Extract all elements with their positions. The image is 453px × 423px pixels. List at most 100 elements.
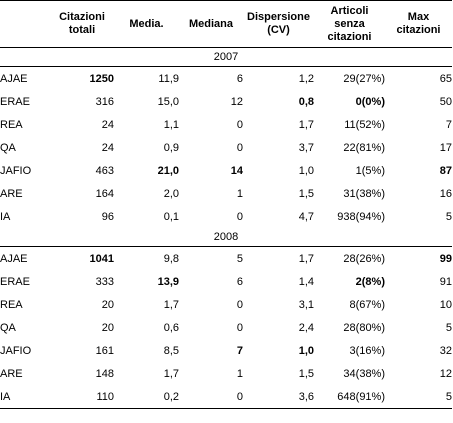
cell-max-citations: 91 [439,275,452,288]
cell-max-citations: 5 [445,210,452,223]
table-row: AJAE 1250 11,9 6 1,2 29(27%) 65 [0,67,452,91]
cell-total-citations: 161 [95,344,114,357]
cell-journal: JAFIO [0,164,32,177]
cell-total-citations: 20 [101,321,114,334]
cell-journal: AJAE [0,252,28,265]
cell-total-citations: 96 [101,210,114,223]
cell-dispersion: 1,7 [298,118,314,131]
cell-journal: ERAE [0,95,30,108]
cell-dispersion: 1,7 [298,252,314,265]
cell-total-citations: 24 [101,118,114,131]
cell-journal: REA [0,118,23,131]
cell-dispersion: 2,4 [298,321,314,334]
cell-max-citations: 5 [385,385,452,409]
cell-max-citations: 16 [439,187,452,200]
year-divider-row: 2008 [0,228,452,247]
cell-median: 1 [236,367,243,380]
cell-max-citations: 32 [439,344,452,357]
header-row: Citazioni totali Media. Mediana Dispersi… [0,0,452,48]
year-label: 2008 [0,228,452,247]
cell-dispersion: 0,8 [298,95,314,108]
cell-mean: 1,1 [163,118,179,131]
table-row: QA 20 0,6 0 2,4 28(80%) 5 [0,316,452,339]
cell-total-citations: 110 [50,385,114,409]
cell-dispersion: 4,7 [298,210,314,223]
cell-journal: AJAE [0,72,28,85]
cell-max-citations: 99 [439,252,452,265]
citation-statistics-table: Citazioni totali Media. Mediana Dispersi… [0,0,452,409]
cell-mean: 13,9 [157,275,179,288]
cell-total-citations: 463 [95,164,114,177]
header-dispersion: Dispersione (CV) [243,0,314,48]
cell-mean: 1,7 [163,367,179,380]
cell-total-citations: 24 [101,141,114,154]
header-total-citations: Citazioni totali [50,0,114,48]
year-divider-row: 2007 [0,47,452,67]
cell-dispersion: 1,5 [298,367,314,380]
table-row: ERAE 316 15,0 12 0,8 0(0%) 50 [0,90,452,113]
cell-max-citations: 5 [445,321,452,334]
cell-journal: ERAE [0,275,30,288]
cell-mean: 21,0 [157,164,179,177]
table-row: QA 24 0,9 0 3,7 22(81%) 17 [0,136,452,159]
year-label: 2007 [0,47,452,67]
cell-dispersion: 1,2 [298,72,314,85]
header-mean: Media. [114,0,179,48]
cell-journal: ARE [0,367,23,380]
cell-median: 12 [230,95,243,108]
table-row: REA 24 1,1 0 1,7 11(52%) 7 [0,113,452,136]
cell-median: 0 [236,141,243,154]
cell-total-citations: 333 [95,275,114,288]
cell-uncited-articles: 11(52%) [344,118,385,131]
cell-uncited-articles: 22(81%) [343,141,385,154]
cell-uncited-articles: 29(27%) [343,72,385,85]
table-row: IA 110 0,2 0 3,6 648(91%) 5 [0,385,452,409]
header-uncited-articles: Articoli senza citazioni [314,0,385,48]
cell-uncited-articles: 2(8%) [355,275,385,288]
cell-mean: 2,0 [163,187,179,200]
cell-median: 0 [236,298,243,311]
cell-mean: 0,6 [163,321,179,334]
cell-dispersion: 3,6 [243,385,314,409]
cell-uncited-articles: 938(94%) [337,210,385,223]
table-row: JAFIO 161 8,5 7 1,0 3(16%) 32 [0,339,452,362]
cell-uncited-articles: 3(16%) [349,344,385,357]
cell-dispersion: 1,4 [298,275,314,288]
cell-journal: JAFIO [0,344,32,357]
cell-max-citations: 87 [439,164,452,177]
cell-median: 1 [236,187,243,200]
table-row: JAFIO 463 21,0 14 1,0 1(5%) 87 [0,159,452,182]
table-row: REA 20 1,7 0 3,1 8(67%) 10 [0,293,452,316]
cell-uncited-articles: 648(91%) [314,385,385,409]
cell-mean: 1,7 [163,298,179,311]
cell-total-citations: 20 [101,298,114,311]
cell-total-citations: 1250 [89,72,114,85]
table-row: IA 96 0,1 0 4,7 938(94%) 5 [0,205,452,228]
cell-total-citations: 164 [95,187,114,200]
header-journal [0,0,50,48]
cell-uncited-articles: 28(80%) [343,321,385,334]
header-max-citations: Max citazioni [385,0,452,48]
cell-uncited-articles: 0(0%) [355,95,385,108]
cell-mean: 0,2 [114,385,179,409]
cell-journal: REA [0,298,23,311]
cell-journal: QA [0,321,16,334]
cell-median: 6 [236,72,243,85]
cell-dispersion: 3,7 [298,141,314,154]
cell-median: 0 [179,385,243,409]
cell-median: 7 [236,344,243,357]
cell-mean: 0,9 [163,141,179,154]
cell-journal: ARE [0,187,23,200]
cell-median: 5 [236,252,243,265]
cell-dispersion: 1,0 [298,164,314,177]
cell-max-citations: 65 [439,72,452,85]
cell-uncited-articles: 28(26%) [343,252,385,265]
cell-max-citations: 17 [439,141,452,154]
table-body: 2007 AJAE 1250 11,9 6 1,2 29(27%) 65 ERAE 316 15,0… [0,47,452,409]
cell-total-citations: 1041 [89,252,114,265]
cell-dispersion: 3,1 [298,298,314,311]
cell-uncited-articles: 1(5%) [355,164,385,177]
table-row: ARE 148 1,7 1 1,5 34(38%) 12 [0,362,452,385]
cell-median: 0 [236,321,243,334]
cell-uncited-articles: 34(38%) [343,367,385,380]
